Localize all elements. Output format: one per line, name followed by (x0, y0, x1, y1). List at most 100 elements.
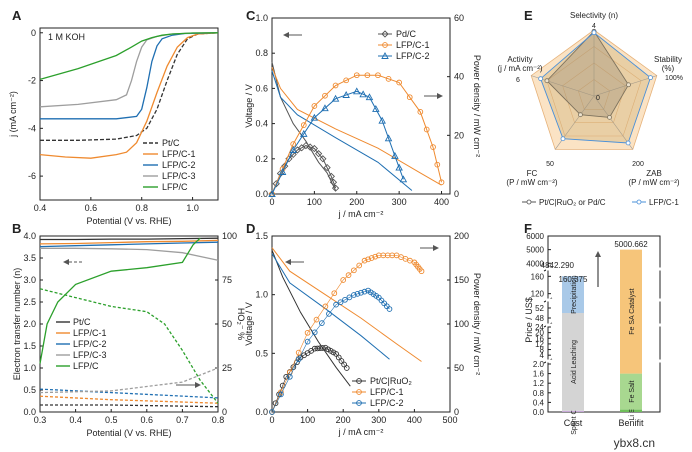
panel-e-axis-label: Stability (654, 55, 682, 64)
panel-f-segment-label: Spent Cathode (571, 388, 578, 435)
panel-d-power-marker (340, 277, 347, 283)
panel-b-xtick-label: 0.5 (105, 415, 118, 425)
panel-e-series-point (625, 140, 631, 146)
panel-c-xtick-label: 300 (392, 197, 407, 207)
panel-c-power-marker (423, 126, 430, 133)
panel-c-power-marker (302, 141, 310, 150)
panel-d-xtick-label: 200 (336, 415, 351, 425)
panel-d-power-line (271, 255, 422, 413)
panel-d-ylabel: Voltage / V (244, 302, 254, 346)
panel-d-ytick-right-label: 150 (454, 275, 469, 285)
panel-d-xtick-label: 500 (442, 415, 457, 425)
panel-d-ytick-right-label: 200 (454, 231, 469, 241)
panel-c-power-marker (329, 178, 338, 186)
panel-a-label: A (12, 8, 22, 23)
panel-b-legend-label: LFP/C (73, 361, 99, 371)
panel-d-power-marker (341, 361, 347, 368)
panel-f-ytick-label: 6000 (526, 232, 544, 241)
panel-d-ytick-right-label: 100 (454, 319, 469, 329)
panel-d-ytick-label: 1.0 (255, 290, 268, 300)
panel-f-segment-label: Li Salt (629, 401, 636, 421)
panel-c-power-marker (289, 146, 297, 153)
panel-f-ylabel: Price / US$ (524, 297, 534, 343)
panel-b-xtick-label: 0.6 (141, 415, 154, 425)
panel-e-legend-label: Pt/C|RuO₂ or Pd/C (539, 198, 606, 207)
panel-b-n-line (39, 239, 219, 245)
panel-a-xtick-label: 0.6 (85, 203, 98, 213)
panel-b-n-line (40, 247, 219, 261)
panel-f-ytick-label: 0.4 (533, 398, 545, 407)
panel-c-power-marker (311, 103, 318, 109)
panel-d-power-marker (368, 255, 375, 261)
panel-c-ytick-label: 0.0 (255, 189, 268, 199)
panel-b-label: B (12, 221, 21, 236)
panel-c-power-marker (417, 109, 424, 115)
panel-e-legend-marker (636, 199, 642, 205)
panel-c-xlabel: j / mA cm⁻² (338, 209, 384, 219)
panel-d-ytick-label: 1.5 (255, 231, 268, 241)
panel-d-power-marker (319, 345, 326, 351)
panel-d-legend-marker (356, 378, 362, 384)
panel-a-legend-label: Pt/C (162, 138, 180, 148)
panel-c-power-marker (385, 76, 392, 82)
panel-b-xtick-label: 0.4 (69, 415, 82, 425)
panel-d-power-marker (338, 358, 345, 364)
panel-e-axis-max: 50 (546, 161, 554, 168)
panel-d-legend-marker (356, 400, 362, 406)
panel-c-legend-marker (381, 30, 389, 38)
panel-e-series-point (578, 112, 583, 118)
panel-b-n-line (39, 241, 219, 248)
panel-c-ytick-right-label: 20 (454, 130, 464, 140)
panel-f-total-label: 5000.662 (614, 240, 648, 249)
panel-d-power-marker (278, 391, 284, 398)
panel-d-legend-label: Pt/C|RuO₂ (370, 376, 412, 386)
panel-a-ytick-label: -6 (28, 171, 36, 181)
panel-f-ytick-label: 1.2 (533, 379, 545, 388)
panel-e-grid-ring (562, 62, 626, 123)
panel-f-total-label: 160.375 (559, 275, 588, 284)
panel-c-power-marker (327, 172, 335, 181)
panel-c-ytick-label: 1.0 (255, 13, 268, 23)
panel-d-power-marker (337, 299, 344, 306)
panel-f-ytick-label: 20 (535, 329, 544, 338)
panel-d-power-marker (304, 338, 311, 345)
panel-d-power-marker (354, 291, 361, 297)
panel-b-xtick-label: 0.3 (34, 415, 47, 425)
panel-e-series-point (560, 136, 566, 142)
panel-d-power-marker (351, 292, 357, 298)
panel-e-series-point (607, 114, 612, 120)
panel-c-legend-marker (381, 52, 389, 59)
panel-f-difference-label: 4842.290 (541, 261, 575, 270)
panel-e-axis-unit: (P / mW cm⁻²) (506, 178, 558, 187)
panel-a-ytick-label: 0 (31, 28, 36, 38)
panel-c-power-marker (353, 72, 360, 79)
panel-f-break-gap (546, 298, 662, 302)
panel-a-legend-label: LFP/C-3 (162, 171, 196, 181)
panel-c-power-marker (300, 129, 308, 137)
panel-f-bar-segment (620, 249, 642, 374)
panel-c-voltage-line (271, 70, 413, 191)
panel-e-axis-max: 4 (592, 23, 596, 30)
panel-e-series-polygon (540, 32, 652, 144)
panel-d-power-marker (318, 320, 325, 326)
panel-b-ytick-label: 2.0 (23, 319, 36, 329)
panel-b-ytick-right-label: 50 (222, 319, 232, 329)
panel-a-series-line (40, 32, 219, 141)
panel-d-power-marker (295, 356, 302, 363)
panel-c-ytick-label: 0.6 (255, 83, 268, 93)
panel-a-legend-label: LFP/C-2 (162, 160, 196, 170)
panel-c-power-marker (278, 168, 287, 175)
panel-f-bar-segment (562, 313, 584, 411)
panel-d-power-marker (345, 272, 352, 279)
watermark: ybx8.cn (614, 436, 655, 450)
panel-b-ylabel-right: HO₂⁻ % (236, 308, 246, 340)
panel-b-ho2-line (39, 288, 219, 404)
panel-f-ytick-label: 4000 (526, 259, 544, 268)
panel-f-bar-segment (620, 373, 642, 410)
panel-f-ytick-label: 12 (535, 340, 544, 349)
panel-f-label: F (524, 221, 532, 236)
panel-e-series-point (591, 30, 597, 36)
panel-b-xlabel: Potential (V vs. RHE) (86, 428, 171, 438)
panel-c-power-marker (314, 150, 323, 158)
